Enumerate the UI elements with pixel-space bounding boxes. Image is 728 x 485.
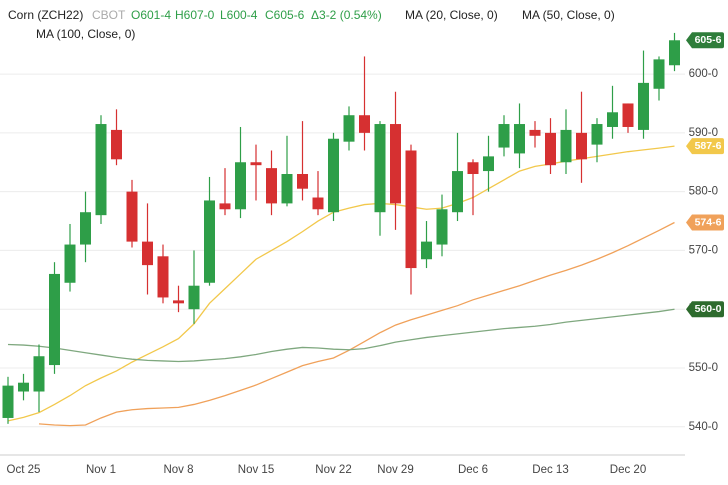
x-tick-label: Dec 13 bbox=[532, 464, 568, 476]
candle-body bbox=[18, 382, 29, 392]
y-tick-label: 590-0 bbox=[689, 127, 718, 139]
candle-body bbox=[188, 285, 200, 310]
candle-body bbox=[638, 82, 649, 130]
candle-body bbox=[374, 124, 386, 213]
candle-body bbox=[80, 212, 91, 245]
y-tick-label: 580-0 bbox=[689, 186, 718, 198]
ohlc-close: C605-6 bbox=[265, 8, 305, 22]
ma-line bbox=[7, 308, 675, 363]
x-tick-label: Nov 22 bbox=[315, 464, 351, 476]
candle-body bbox=[328, 138, 339, 213]
candle-body bbox=[622, 103, 634, 127]
candle-body bbox=[126, 191, 138, 242]
candle-body bbox=[111, 129, 122, 160]
candle-body bbox=[359, 115, 370, 133]
x-tick-label: Nov 8 bbox=[163, 464, 193, 476]
candle-body bbox=[560, 129, 572, 163]
candle-body bbox=[405, 150, 417, 269]
candle-body bbox=[312, 197, 324, 210]
candle-body bbox=[436, 209, 448, 245]
candle-body bbox=[250, 162, 262, 166]
ohlc-open: O601-4 bbox=[131, 8, 171, 22]
x-tick-label: Nov 15 bbox=[238, 464, 274, 476]
y-tick-label: 540-0 bbox=[689, 421, 718, 433]
candle-body bbox=[669, 40, 680, 66]
candle-body bbox=[452, 171, 463, 213]
chart-title: Corn (ZCH22) bbox=[8, 8, 83, 22]
price-tag-label: 560-0 bbox=[695, 303, 722, 315]
candle-body bbox=[653, 59, 665, 89]
candle-body bbox=[514, 124, 525, 154]
candle-body bbox=[95, 124, 107, 216]
price-tag: 605-6 bbox=[686, 32, 724, 49]
candle-body bbox=[390, 124, 401, 204]
candle-body bbox=[266, 168, 277, 204]
candle-body bbox=[591, 124, 603, 145]
legend-entry: MA (100, Close, 0) bbox=[36, 27, 135, 41]
candle-body bbox=[64, 244, 76, 283]
price-tag: 560-0 bbox=[686, 301, 724, 318]
price-tag-box bbox=[686, 214, 724, 231]
x-tick-label: Oct 25 bbox=[7, 464, 41, 476]
x-tick-label: Nov 29 bbox=[377, 464, 413, 476]
candle-body bbox=[483, 156, 494, 172]
x-tick-label: Nov 1 bbox=[86, 464, 116, 476]
change: Δ3-2 (0.54%) bbox=[311, 8, 382, 22]
candle-body bbox=[607, 112, 618, 127]
candle-body bbox=[2, 385, 14, 418]
ohlc-high: H607-0 bbox=[175, 8, 215, 22]
candle-body bbox=[204, 200, 215, 283]
candle-body bbox=[173, 300, 184, 304]
price-tag: 587-6 bbox=[686, 138, 724, 155]
candle-body bbox=[219, 203, 231, 210]
candle-body bbox=[297, 174, 308, 189]
y-tick-label: 550-0 bbox=[689, 362, 718, 374]
candle-body bbox=[498, 124, 510, 148]
price-tag-label: 605-6 bbox=[695, 34, 722, 46]
candle-body bbox=[281, 174, 293, 204]
y-tick-label: 600-0 bbox=[689, 68, 718, 80]
candle-body bbox=[49, 273, 60, 366]
candle-body bbox=[421, 241, 432, 260]
candle-body bbox=[142, 241, 153, 266]
legend: Corn (ZCH22) CBOT O601-4 H607-0 L600-4 C… bbox=[8, 8, 615, 41]
legend-entry: MA (50, Close, 0) bbox=[522, 8, 615, 22]
candle-body bbox=[343, 115, 355, 142]
price-tag-box bbox=[686, 301, 724, 318]
candle-body bbox=[545, 132, 556, 166]
candle-body bbox=[529, 129, 541, 136]
candle-body bbox=[467, 162, 479, 175]
ohlc-low: L600-4 bbox=[220, 8, 258, 22]
price-tag: 574-6 bbox=[686, 214, 724, 231]
exchange: CBOT bbox=[92, 8, 126, 22]
x-tick-label: Dec 6 bbox=[458, 464, 488, 476]
candle-body bbox=[576, 132, 587, 160]
x-tick-label: Dec 20 bbox=[610, 464, 646, 476]
ma-line bbox=[7, 145, 675, 422]
y-tick-label: 570-0 bbox=[689, 244, 718, 256]
candle-body bbox=[235, 162, 246, 210]
ma-line bbox=[38, 221, 675, 427]
legend-entry: MA (20, Close, 0) bbox=[405, 8, 498, 22]
candle-body bbox=[33, 356, 45, 392]
price-tag-box bbox=[686, 138, 724, 155]
price-tag-label: 574-6 bbox=[695, 216, 722, 228]
candle-body bbox=[157, 256, 169, 298]
price-tag-box bbox=[686, 32, 724, 49]
price-tag-label: 587-6 bbox=[695, 140, 722, 152]
